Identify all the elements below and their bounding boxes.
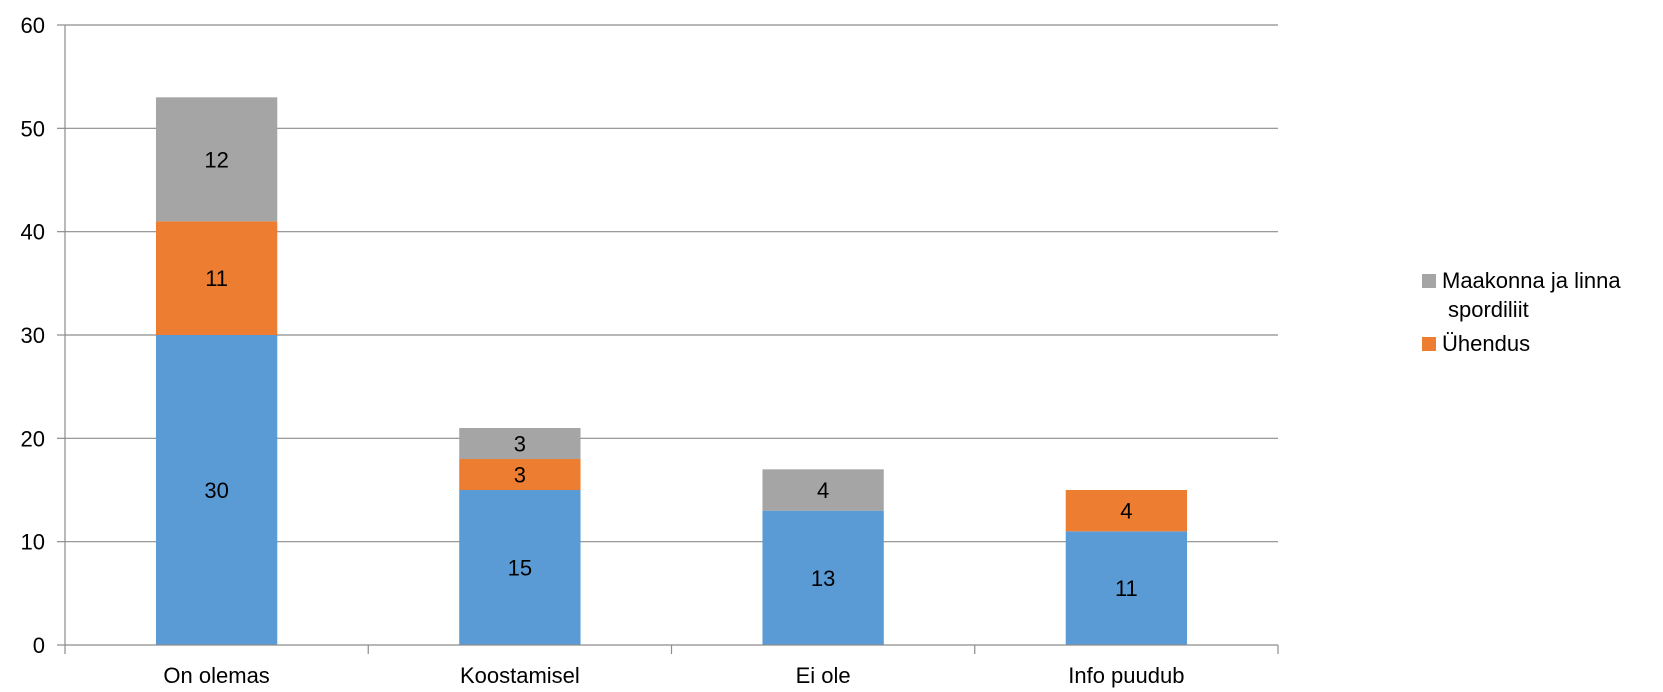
axes: 0 10 20 30 40 50 60 On olemas Koostamisel Ei ole I… (21, 13, 1279, 688)
data-label: 4 (817, 478, 829, 503)
data-label: 13 (811, 566, 835, 591)
bar-segment (155, 97, 278, 222)
legend-label: Maakonna ja linna (1442, 268, 1621, 293)
bars (155, 97, 1188, 645)
bar-segment (1065, 490, 1188, 532)
data-labels: 30 11 12 15 3 3 13 4 11 4 (204, 147, 1137, 601)
bar-segment (155, 221, 278, 335)
bar-segment (762, 469, 884, 511)
legend-label: Ühendus (1442, 331, 1530, 356)
x-category-label: On olemas (163, 663, 269, 688)
bar-segment (762, 510, 884, 645)
bar-segment (1065, 531, 1188, 645)
legend-swatch (1422, 337, 1436, 351)
bar-segment (459, 490, 581, 645)
y-tick-label: 50 (21, 116, 45, 141)
y-tick-label: 0 (33, 633, 45, 658)
data-label: 12 (204, 147, 228, 172)
data-label: 3 (514, 432, 526, 457)
y-tick-label: 20 (21, 426, 45, 451)
legend-swatch (1422, 274, 1436, 288)
data-label: 11 (1115, 576, 1138, 601)
y-tick-label: 60 (21, 13, 45, 38)
legend: Maakonna ja linna spordiliit Ühendus (1422, 268, 1621, 356)
x-category-label: Ei ole (796, 663, 851, 688)
x-category-label: Koostamisel (460, 663, 580, 688)
data-label: 3 (514, 463, 526, 488)
data-label: 11 (205, 266, 228, 291)
data-label: 30 (204, 478, 228, 503)
bar-segment (459, 459, 581, 490)
data-label: 15 (508, 556, 532, 581)
y-tick-label: 10 (21, 530, 45, 555)
legend-label: spordiliit (1448, 297, 1529, 322)
x-category-label: Info puudub (1068, 663, 1184, 688)
bar-segment (459, 428, 581, 459)
y-tick-label: 40 (21, 220, 45, 245)
y-tick-label: 30 (21, 323, 45, 348)
bar-segment (155, 335, 278, 645)
data-label: 4 (1120, 499, 1132, 524)
